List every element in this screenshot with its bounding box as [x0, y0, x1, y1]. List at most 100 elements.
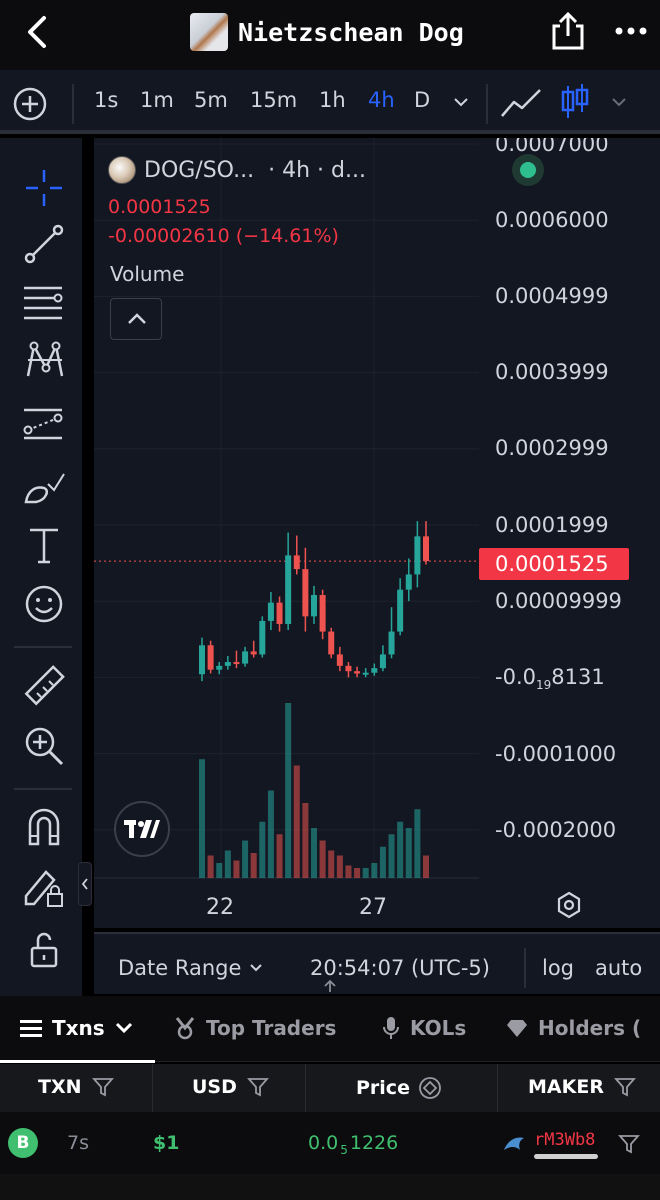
collapse-legend-button[interactable] — [110, 298, 162, 340]
filter-icon[interactable] — [91, 1077, 114, 1097]
zoom-in-icon[interactable] — [22, 724, 66, 768]
trend-line-icon[interactable] — [22, 222, 66, 266]
tab-kols[interactable]: KOLs — [382, 1016, 466, 1040]
candle-body — [371, 668, 378, 673]
col-txn-label: TXN — [38, 1076, 82, 1098]
clock-timezone[interactable]: 20:54:07 (UTC-5) — [310, 956, 490, 980]
volume-bar — [405, 828, 412, 878]
timeframe-1h[interactable]: 1h — [319, 88, 346, 112]
auto-scale-toggle[interactable]: auto — [595, 956, 643, 980]
tab-top-traders[interactable]: Top Traders — [174, 1016, 336, 1040]
brush-icon[interactable] — [22, 464, 66, 508]
crosshair-icon[interactable] — [22, 166, 66, 210]
col-txn[interactable]: TXN — [38, 1076, 114, 1098]
token-avatar — [190, 13, 228, 51]
volume-bar — [379, 846, 386, 878]
emoji-icon[interactable] — [22, 582, 66, 626]
ruler-icon[interactable] — [22, 664, 66, 708]
divider — [497, 1064, 498, 1112]
collapse-toolbar-button[interactable] — [78, 862, 92, 906]
volume-bar — [336, 855, 343, 878]
volume-bar — [414, 809, 421, 878]
tab-txns[interactable]: Txns — [20, 1016, 133, 1040]
volume-legend: Volume — [110, 262, 185, 286]
unlock-icon[interactable] — [22, 928, 66, 972]
timeframe-5m[interactable]: 5m — [194, 88, 228, 112]
chart-canvas[interactable] — [94, 138, 660, 928]
candle-body — [285, 555, 292, 624]
candle-body — [362, 672, 369, 675]
volume-bar — [233, 860, 240, 878]
candle-body — [267, 602, 274, 621]
volume-bar — [362, 868, 369, 878]
activity-tabs: Txns Top Traders KOLs Holders ( — [0, 996, 660, 1062]
filter-icon[interactable] — [613, 1077, 636, 1097]
candle-body — [414, 536, 421, 575]
tradingview-logo-icon — [124, 820, 160, 838]
volume-bar — [285, 703, 292, 878]
maker-address[interactable]: rM3Wb8 — [534, 1130, 596, 1150]
timeframe-4h[interactable]: 4h — [368, 88, 395, 112]
filter-icon[interactable] — [246, 1077, 269, 1097]
date-range-dropdown[interactable]: Date Range — [118, 956, 263, 980]
candle-body — [242, 651, 249, 664]
candlestick-chart-type-icon[interactable] — [560, 82, 590, 122]
fib-lines-icon[interactable] — [22, 282, 66, 326]
tab-holders[interactable]: Holders ( — [506, 1016, 641, 1040]
magnet-icon[interactable] — [22, 806, 66, 850]
candle-body — [302, 569, 309, 617]
date-range-label: Date Range — [118, 956, 242, 980]
maker-holding-bar — [534, 1154, 598, 1159]
col-maker[interactable]: MAKER — [528, 1076, 636, 1098]
text-tool-icon[interactable] — [22, 524, 66, 568]
volume-bar — [397, 821, 404, 878]
chart-settings-icon[interactable] — [554, 890, 584, 920]
candle-body — [405, 574, 412, 590]
divider — [305, 1064, 306, 1112]
volume-bar — [423, 855, 429, 878]
timeframe-15m[interactable]: 15m — [250, 88, 298, 112]
table-row[interactable]: B 7s $1 0.0 5 1226 rM3Wb8 — [0, 1112, 660, 1174]
candle-body — [311, 595, 317, 617]
more-options-icon[interactable] — [614, 18, 648, 44]
volume-bar — [259, 821, 266, 878]
line-chart-type-icon[interactable] — [500, 86, 544, 120]
timeframe-d[interactable]: D — [414, 88, 431, 112]
chart-bottom-bar: Date Range 20:54:07 (UTC-5) log auto — [94, 932, 660, 994]
token-title[interactable]: Nietzschean Dog — [190, 12, 464, 52]
tradingview-logo[interactable] — [114, 801, 170, 857]
medal-icon — [175, 1017, 195, 1040]
col-usd[interactable]: USD — [192, 1076, 269, 1098]
timeframe-dropdown-icon[interactable] — [452, 96, 470, 108]
forecast-tool-icon[interactable] — [22, 402, 66, 446]
toggle-price-icon[interactable] — [418, 1076, 442, 1100]
candle-body — [216, 665, 223, 670]
symbol-name[interactable]: DOG/SO... — [144, 157, 255, 183]
share-icon[interactable] — [548, 10, 588, 52]
volume-bar — [276, 834, 283, 878]
lock-drawing-icon[interactable] — [22, 866, 66, 910]
volume-bar — [328, 850, 335, 878]
buy-badge: B — [8, 1128, 38, 1158]
volume-bar — [216, 863, 223, 878]
chart-type-dropdown-icon[interactable] — [610, 96, 628, 108]
back-arrow-icon[interactable] — [18, 12, 58, 52]
candle-body — [293, 555, 300, 570]
col-price[interactable]: Price — [356, 1076, 442, 1100]
price-chart[interactable]: DOG/SO... · 4h · d... 0.0001525 -0.00002… — [94, 138, 660, 928]
volume-bar — [311, 828, 317, 878]
chevron-up-icon — [128, 313, 146, 324]
volume-bar — [250, 853, 257, 878]
timeframe-1m[interactable]: 1m — [140, 88, 174, 112]
log-scale-toggle[interactable]: log — [542, 956, 575, 980]
filter-maker-icon[interactable] — [618, 1134, 640, 1154]
pattern-tool-icon[interactable] — [22, 338, 66, 382]
add-indicator-icon[interactable] — [12, 86, 48, 122]
volume-bar — [388, 834, 395, 878]
list-icon — [20, 1020, 42, 1037]
volume-bar — [371, 863, 378, 878]
timeframe-1s[interactable]: 1s — [94, 88, 119, 112]
volume-bar — [345, 865, 352, 878]
live-status-indicator — [512, 154, 544, 186]
x-axis-label: 27 — [359, 895, 387, 920]
